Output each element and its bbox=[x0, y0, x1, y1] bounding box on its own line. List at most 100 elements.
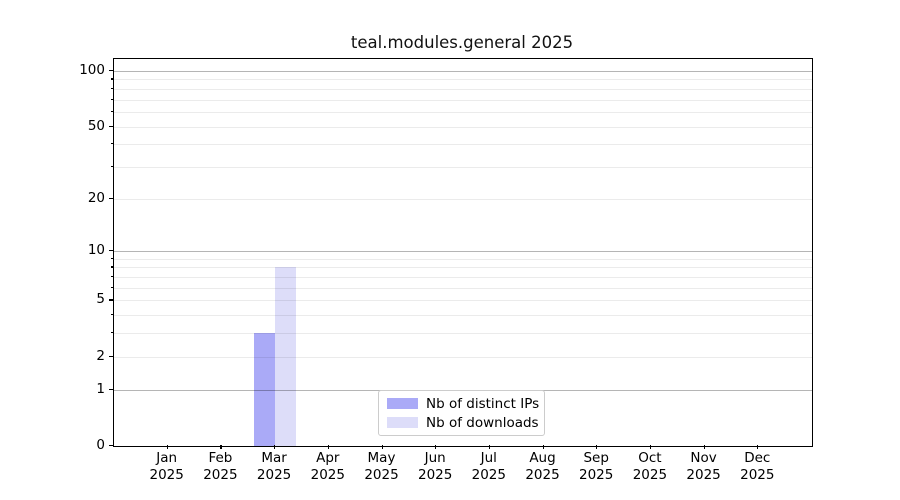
x-tick-label-apr-2025: Apr 2025 bbox=[298, 450, 358, 484]
x-tick-label-line: Jul bbox=[480, 450, 497, 466]
legend: Nb of distinct IPs Nb of downloads bbox=[378, 390, 545, 436]
legend-label-distinct-ips: Nb of distinct IPs bbox=[426, 395, 540, 412]
gridline-y-40 bbox=[114, 144, 812, 146]
x-tick-jan-2025 bbox=[166, 445, 168, 449]
bar-nb-of-distinct-ips-mar-2025 bbox=[254, 333, 276, 446]
y-tick-5 bbox=[109, 299, 113, 301]
x-tick-label-line: 2025 bbox=[364, 467, 399, 483]
x-tick-label-nov-2025: Nov 2025 bbox=[674, 450, 734, 484]
x-tick-mar-2025 bbox=[274, 445, 276, 449]
x-tick-label-feb-2025: Feb 2025 bbox=[190, 450, 250, 484]
x-tick-label-line: 2025 bbox=[471, 467, 506, 483]
x-tick-label-jan-2025: Jan 2025 bbox=[137, 450, 197, 484]
x-tick-label-sep-2025: Sep 2025 bbox=[566, 450, 626, 484]
x-tick-label-line: Dec bbox=[744, 450, 771, 466]
x-tick-label-line: 2025 bbox=[686, 467, 721, 483]
gridline-y-2 bbox=[114, 356, 812, 358]
gridline-y-5 bbox=[114, 300, 812, 302]
legend-label-downloads: Nb of downloads bbox=[426, 414, 539, 431]
y-tick-2 bbox=[109, 355, 113, 357]
gridline-y-80 bbox=[114, 88, 812, 90]
x-tick-label-jul-2025: Jul 2025 bbox=[459, 450, 519, 484]
y-tick-20 bbox=[109, 197, 113, 199]
x-tick-label-line: 2025 bbox=[579, 467, 614, 483]
x-tick-label-line: May bbox=[367, 450, 396, 466]
x-tick-may-2025 bbox=[381, 445, 383, 449]
y-tick-0 bbox=[109, 445, 113, 447]
x-tick-label-line: 2025 bbox=[149, 467, 184, 483]
chart-title: teal.modules.general 2025 bbox=[350, 33, 574, 52]
gridline-y-10 bbox=[114, 251, 812, 253]
gridline-y-4 bbox=[114, 315, 812, 317]
gridline-y-100 bbox=[114, 71, 812, 72]
y-minor-tick-40 bbox=[111, 143, 113, 145]
x-tick-label-line: Oct bbox=[638, 450, 662, 466]
y-tick-label-10: 10 bbox=[87, 242, 105, 259]
gridline-y-20 bbox=[114, 198, 812, 200]
x-tick-nov-2025 bbox=[703, 445, 705, 449]
x-tick-sep-2025 bbox=[596, 445, 598, 449]
plot-area bbox=[113, 58, 813, 447]
gridline-y-50 bbox=[114, 126, 812, 128]
x-tick-dec-2025 bbox=[757, 445, 759, 449]
x-tick-feb-2025 bbox=[220, 445, 222, 449]
x-tick-label-line: Jun bbox=[424, 450, 446, 466]
y-tick-10 bbox=[109, 250, 113, 252]
x-tick-label-line: 2025 bbox=[310, 467, 345, 483]
y-minor-tick-30 bbox=[111, 165, 113, 168]
x-tick-label-line: Nov bbox=[690, 450, 717, 466]
x-tick-label-line: 2025 bbox=[632, 467, 668, 483]
y-tick-label-20: 20 bbox=[87, 189, 105, 206]
x-tick-label-line: Mar bbox=[261, 450, 287, 466]
y-minor-tick-8 bbox=[111, 266, 113, 268]
y-tick-label-5: 5 bbox=[96, 291, 105, 308]
gridline-y-90 bbox=[114, 79, 812, 81]
y-minor-tick-70 bbox=[111, 98, 113, 100]
gridline-y-30 bbox=[114, 166, 812, 168]
bar-nb-of-downloads-mar-2025 bbox=[275, 267, 297, 446]
x-tick-label-line: Apr bbox=[316, 450, 340, 466]
y-tick-1 bbox=[109, 388, 113, 390]
y-minor-tick-60 bbox=[111, 110, 113, 113]
x-tick-jun-2025 bbox=[435, 445, 437, 449]
x-tick-jul-2025 bbox=[488, 445, 490, 449]
x-tick-label-may-2025: May 2025 bbox=[352, 450, 412, 484]
gridline-y-9 bbox=[114, 258, 812, 260]
y-minor-tick-90 bbox=[111, 78, 113, 80]
y-minor-tick-80 bbox=[111, 87, 113, 90]
x-tick-apr-2025 bbox=[327, 445, 329, 449]
x-tick-label-jun-2025: Jun 2025 bbox=[405, 450, 465, 484]
x-tick-oct-2025 bbox=[649, 445, 652, 449]
x-tick-label-oct-2025: Oct 2025 bbox=[620, 450, 680, 484]
gridline-y-60 bbox=[114, 111, 812, 113]
legend-item-downloads: Nb of downloads bbox=[387, 414, 539, 431]
y-tick-label-2: 2 bbox=[96, 347, 105, 364]
gridline-y-6 bbox=[114, 287, 812, 289]
y-tick-label-0: 0 bbox=[96, 437, 105, 453]
x-tick-label-line: 2025 bbox=[203, 467, 238, 483]
x-tick-label-mar-2025: Mar 2025 bbox=[244, 450, 304, 484]
legend-swatch-downloads bbox=[387, 417, 418, 428]
gridline-y-7 bbox=[114, 277, 812, 278]
x-tick-label-line: 2025 bbox=[256, 467, 292, 483]
y-tick-label-50: 50 bbox=[87, 117, 105, 134]
x-tick-label-line: 2025 bbox=[418, 467, 453, 483]
y-minor-tick-9 bbox=[111, 257, 113, 260]
x-tick-label-dec-2025: Dec 2025 bbox=[727, 450, 787, 484]
x-tick-label-line: 2025 bbox=[740, 467, 775, 483]
x-tick-label-line: Sep bbox=[583, 450, 609, 466]
gridline-y-3 bbox=[114, 333, 812, 335]
y-minor-tick-6 bbox=[111, 286, 113, 289]
x-tick-label-line: 2025 bbox=[525, 467, 560, 483]
gridline-y-70 bbox=[114, 99, 812, 101]
x-tick-label-line: Jan bbox=[156, 450, 178, 466]
legend-item-distinct-ips: Nb of distinct IPs bbox=[387, 395, 540, 412]
x-tick-aug-2025 bbox=[542, 445, 544, 449]
legend-swatch-distinct-ips bbox=[387, 398, 418, 409]
y-tick-label-100: 100 bbox=[79, 62, 105, 78]
gridline-y-8 bbox=[114, 267, 812, 269]
y-minor-tick-3 bbox=[111, 332, 113, 334]
y-tick-50 bbox=[109, 125, 113, 127]
y-minor-tick-4 bbox=[111, 314, 113, 316]
